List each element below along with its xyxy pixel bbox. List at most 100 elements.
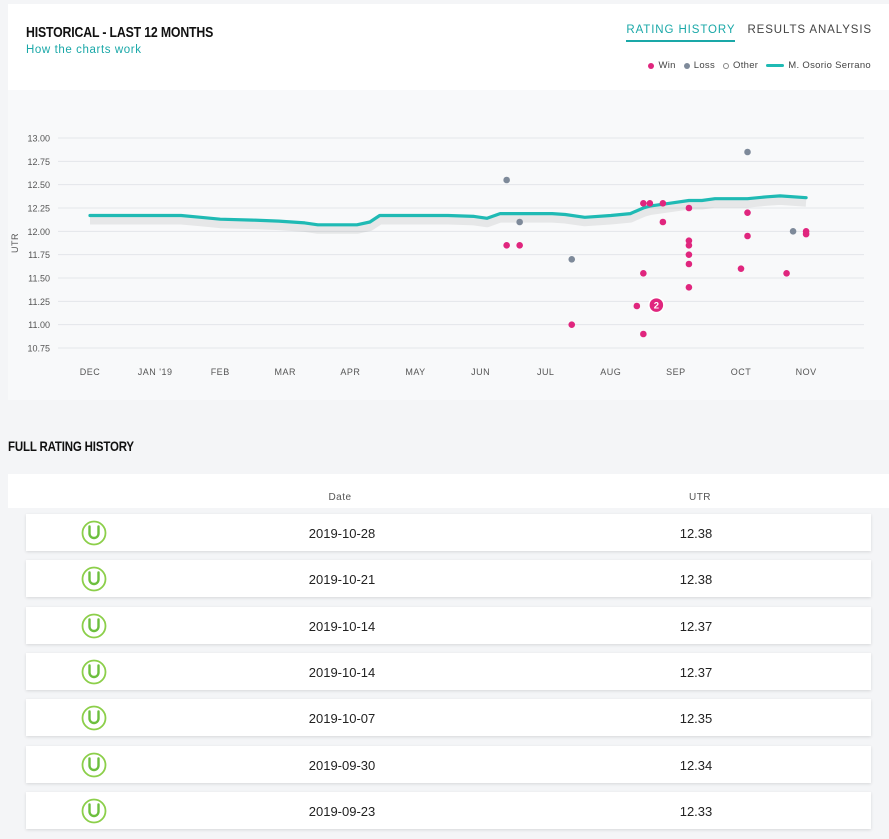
legend-win-label: Win	[658, 60, 676, 71]
row-date: 2019-10-21	[308, 572, 376, 588]
full-rating-history-title: FULL RATING HISTORY	[8, 438, 134, 454]
utr-logo-icon	[81, 613, 107, 638]
y-tick-label: 12.50	[27, 180, 50, 190]
win-point[interactable]	[640, 270, 647, 277]
win-point[interactable]	[685, 284, 693, 291]
player-line-icon	[766, 64, 785, 67]
y-tick-label: 11.75	[28, 250, 50, 260]
legend-player-label: M. Osorio Serrano	[788, 60, 871, 71]
y-tick-label: 12.75	[27, 157, 50, 167]
loss-point[interactable]	[516, 218, 523, 226]
row-utr: 12.34	[679, 757, 713, 773]
column-header-utr: UTR	[688, 492, 712, 503]
y-tick-label: 12.00	[27, 227, 50, 237]
table-row[interactable]: 2019-10-14 12.37	[26, 606, 871, 644]
series-line[interactable]	[88, 194, 808, 227]
x-tick-label: JUL	[537, 367, 555, 377]
table-row[interactable]: 2019-09-30 12.34	[26, 745, 871, 783]
legend-loss-label: Loss	[693, 60, 716, 71]
column-header-date: Date	[328, 492, 352, 503]
rating-chart-card: 13.00 12.75 12.50 12.25 12.00 11.75 11.50 11.25…	[8, 90, 889, 400]
x-tick-label: JUN	[471, 367, 490, 377]
y-tick-label: 11.50	[28, 274, 50, 284]
x-tick-label: MAR	[275, 367, 297, 377]
table-row[interactable]: 2019-10-28 12.38	[26, 514, 871, 551]
win-point[interactable]	[802, 230, 810, 238]
win-point[interactable]	[516, 242, 523, 249]
loss-dot-icon	[683, 62, 690, 69]
win-point[interactable]	[659, 218, 667, 226]
x-tick-label: APR	[340, 367, 360, 377]
loss-point[interactable]	[503, 176, 510, 184]
y-tick-label: 10.75	[27, 344, 50, 354]
row-utr: 12.37	[679, 664, 713, 680]
rating-history-table: Date UTR 2019-10-28 12.38 2019-10-21 12.38 2…	[8, 474, 889, 839]
win-group-count: 2	[654, 301, 659, 312]
win-point[interactable]	[685, 204, 693, 212]
win-point[interactable]	[685, 237, 693, 244]
row-utr: 12.38	[679, 572, 713, 588]
win-point[interactable]	[744, 209, 751, 216]
win-dot-icon	[648, 62, 655, 69]
table-row[interactable]: 2019-09-23 12.33	[26, 791, 871, 829]
win-point-group[interactable]	[648, 296, 665, 314]
x-tick-label: JAN '19	[138, 367, 173, 377]
win-point[interactable]	[685, 251, 693, 258]
table-row[interactable]: 2019-10-21 12.38	[26, 560, 871, 598]
loss-point[interactable]	[744, 148, 751, 156]
table-header: Date UTR	[8, 474, 889, 508]
x-tick-label: OCT	[731, 367, 752, 377]
y-tick-label: 13.00	[27, 134, 50, 144]
section-title: HISTORICAL - LAST 12 MONTHS	[26, 24, 214, 41]
win-point[interactable]	[659, 200, 667, 207]
legend-loss: Loss	[683, 60, 716, 71]
win-point[interactable]	[640, 200, 647, 207]
table-row[interactable]: 2019-10-14 12.37	[26, 652, 871, 690]
legend-other-label: Other	[733, 60, 759, 71]
win-point[interactable]	[685, 242, 693, 249]
win-point[interactable]	[744, 232, 751, 240]
win-point[interactable]	[737, 265, 745, 272]
row-utr: 12.38	[679, 526, 713, 541]
tab-results-analysis[interactable]: RESULTS ANALYSIS	[747, 24, 872, 36]
legend-other: Other	[723, 60, 758, 71]
row-utr: 12.33	[679, 803, 713, 819]
series-line-shadow	[90, 194, 807, 234]
win-point[interactable]	[503, 242, 510, 249]
y-tick-label: 12.25	[27, 204, 50, 214]
row-utr: 12.35	[679, 711, 713, 727]
win-point[interactable]	[568, 321, 576, 328]
tab-rating-history[interactable]: RATING HISTORY	[626, 24, 736, 42]
table-row[interactable]: 2019-10-07 12.35	[26, 699, 871, 737]
row-date: 2019-10-28	[308, 526, 376, 541]
row-utr: 12.37	[679, 618, 713, 634]
row-date: 2019-10-14	[308, 618, 376, 634]
utr-logo-icon	[81, 798, 107, 824]
win-point[interactable]	[685, 260, 693, 268]
utr-logo-icon	[81, 566, 107, 592]
x-tick-label: FEB	[211, 367, 230, 377]
y-axis-label: UTR	[10, 233, 20, 253]
win-point[interactable]	[640, 330, 647, 338]
x-tick-label: DEC	[80, 367, 101, 377]
how-charts-work-link[interactable]: How the charts work	[26, 44, 142, 56]
rating-chart[interactable]: 13.00 12.75 12.50 12.25 12.00 11.75 11.50 11.25…	[8, 90, 889, 400]
win-point[interactable]	[633, 302, 641, 310]
x-tick-label: NOV	[796, 367, 817, 377]
row-date: 2019-10-07	[308, 711, 376, 727]
win-point[interactable]	[646, 200, 654, 207]
win-point[interactable]	[783, 270, 790, 277]
other-dot-icon	[723, 62, 730, 69]
row-date: 2019-09-23	[308, 803, 376, 819]
chart-header-card: HISTORICAL - LAST 12 MONTHS How the char…	[8, 4, 889, 90]
chart-tabs: RATING HISTORY RESULTS ANALYSIS	[626, 24, 872, 42]
chart-legend: Win Loss Other M. Osorio Serrano	[648, 60, 871, 71]
row-date: 2019-10-14	[308, 664, 376, 680]
loss-point[interactable]	[568, 256, 576, 263]
x-tick-label: AUG	[600, 367, 621, 377]
loss-point[interactable]	[789, 228, 797, 235]
x-tick-label: SEP	[666, 367, 686, 377]
utr-logo-icon	[81, 752, 107, 777]
utr-logo-icon	[81, 659, 107, 685]
utr-logo-icon	[81, 705, 107, 731]
